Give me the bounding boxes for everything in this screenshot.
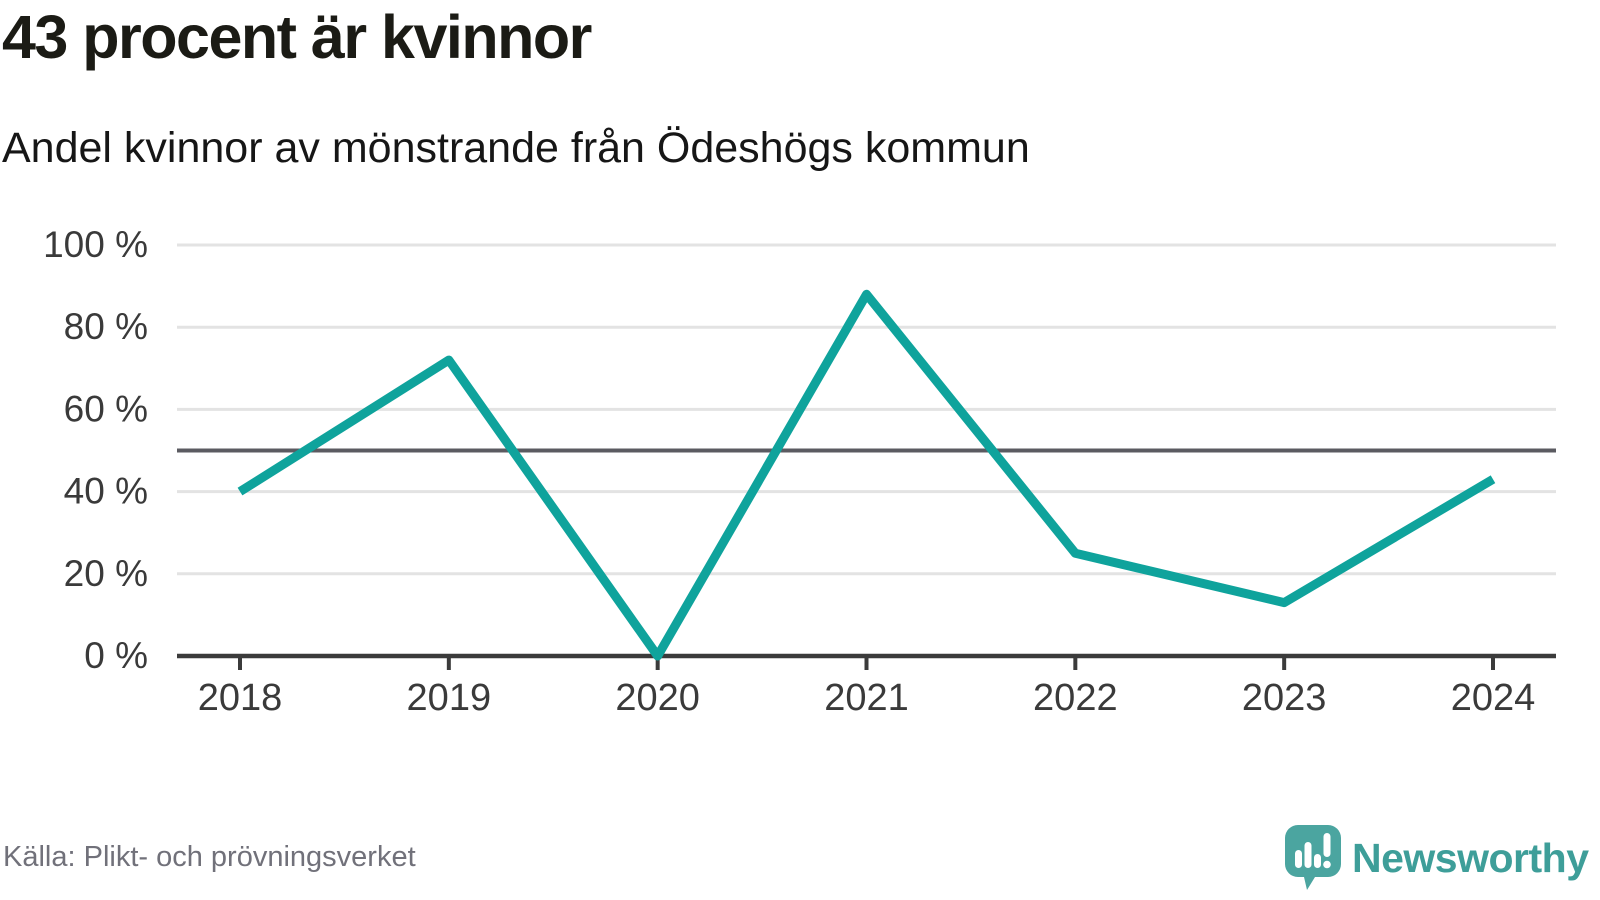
brand-name: Newsworthy bbox=[1352, 834, 1589, 881]
chart-title: 43 procent är kvinnor bbox=[2, 3, 592, 71]
newsworthy-speech-bubble-barchart-icon bbox=[1285, 825, 1341, 890]
y-axis-tick-label: 0 % bbox=[84, 635, 148, 676]
source-note: Källa: Plikt- och prövningsverket bbox=[3, 841, 416, 873]
x-axis-tick-label: 2023 bbox=[1242, 677, 1327, 719]
line-chart: 0 % 20 % 40 % 60 % 80 % 100 % 2018 2019 2020 2021… bbox=[43, 224, 1556, 719]
x-axis-tick-label: 2018 bbox=[198, 677, 283, 719]
y-axis-tick-label: 80 % bbox=[64, 306, 148, 347]
y-axis-tick-label: 40 % bbox=[64, 471, 148, 512]
y-axis-tick-label: 20 % bbox=[64, 553, 148, 594]
x-axis-tick-label: 2020 bbox=[615, 677, 700, 719]
y-axis-tick-label: 100 % bbox=[43, 224, 148, 265]
data-line-series bbox=[237, 289, 1496, 661]
y-axis-tick-label: 60 % bbox=[64, 388, 148, 429]
chart-subtitle: Andel kvinnor av mönstrande från Ödeshög… bbox=[2, 124, 1030, 172]
x-axis-tick-label: 2019 bbox=[407, 677, 492, 719]
brand-logo: Newsworthy bbox=[1284, 824, 1589, 892]
x-axis-tick-label: 2021 bbox=[824, 677, 909, 719]
x-axis-tick-label: 2022 bbox=[1033, 677, 1118, 719]
x-axis-tick-label: 2024 bbox=[1451, 677, 1536, 719]
